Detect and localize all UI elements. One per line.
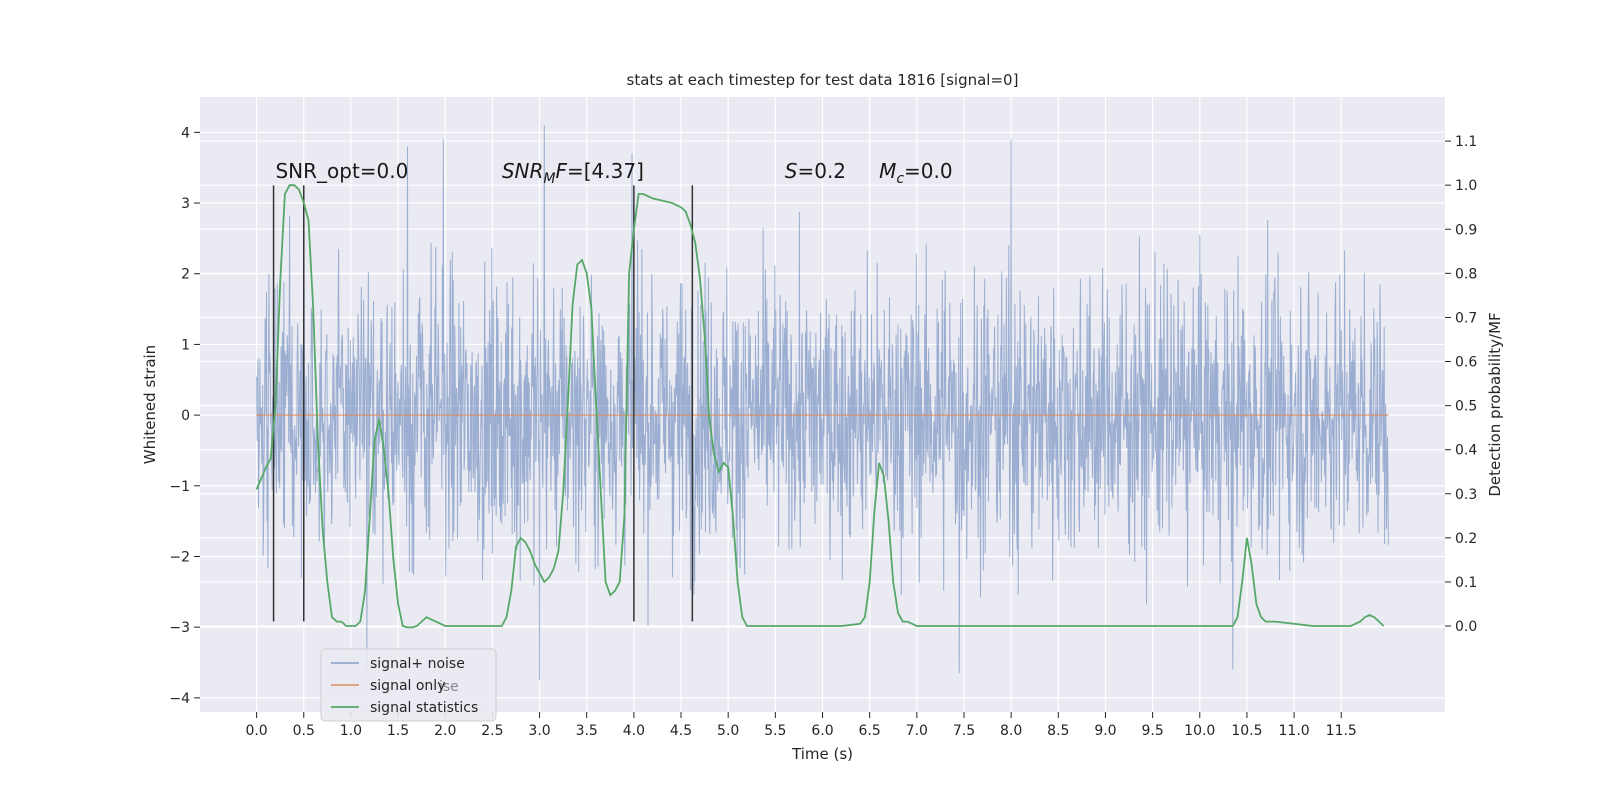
x-tick-label: 0.0 bbox=[245, 723, 267, 739]
legend-ghost-text: ise bbox=[439, 679, 459, 695]
x-tick-label: 9.5 bbox=[1141, 723, 1163, 739]
legend-box bbox=[320, 648, 497, 722]
y-right-tick-label: 0.0 bbox=[1455, 619, 1477, 635]
y-left-tick-label: −1 bbox=[169, 479, 190, 495]
y-right-tick-label: 0.8 bbox=[1455, 266, 1477, 282]
noise-trace bbox=[256, 125, 1389, 681]
legend: ise signal+ noise signal only signal statis… bbox=[320, 648, 497, 722]
y-right-tick-label: 0.6 bbox=[1455, 355, 1477, 371]
x-tick-label: 6.5 bbox=[859, 723, 881, 739]
x-tick-label: 9.0 bbox=[1094, 723, 1116, 739]
x-tick-label: 7.0 bbox=[906, 723, 928, 739]
y-right-tick-label: 1.1 bbox=[1455, 134, 1477, 150]
legend-label: signal+ noise bbox=[370, 656, 465, 672]
x-tick-label: 3.0 bbox=[528, 723, 550, 739]
annotation-text: S=0.2 bbox=[785, 159, 846, 183]
legend-label: signal statistics bbox=[370, 700, 478, 716]
chart-title: stats at each timestep for test data 181… bbox=[627, 71, 1019, 89]
y-left-tick-label: −3 bbox=[169, 620, 190, 636]
x-tick-label: 1.0 bbox=[340, 723, 362, 739]
x-tick-label: 4.5 bbox=[670, 723, 692, 739]
annotation-text: Mc=0.0 bbox=[879, 159, 953, 187]
y-right-tick-label: 0.7 bbox=[1455, 310, 1477, 326]
x-tick-label: 1.5 bbox=[387, 723, 409, 739]
y-axis-left-label: Whitened strain bbox=[141, 345, 159, 464]
x-tick-label: 8.0 bbox=[1000, 723, 1022, 739]
x-tick-label: 8.5 bbox=[1047, 723, 1069, 739]
annotation-text: SNRMF=[4.37] bbox=[502, 159, 644, 187]
annotation-text: SNR_opt=0.0 bbox=[275, 159, 408, 183]
y-left-tick-label: −2 bbox=[169, 549, 190, 565]
x-tick-label: 11.0 bbox=[1279, 723, 1310, 739]
y-left-tick-label: 3 bbox=[181, 196, 190, 212]
y-right-tick-label: 0.3 bbox=[1455, 487, 1477, 503]
left-axis: −4 −3 −2 −1 0 1 2 3 4 bbox=[169, 125, 200, 707]
signal-statistics-series bbox=[255, 184, 1385, 629]
x-tick-label: 7.5 bbox=[953, 723, 975, 739]
y-right-tick-label: 0.9 bbox=[1455, 222, 1477, 238]
y-left-tick-label: 1 bbox=[181, 337, 190, 353]
x-tick-label: 4.0 bbox=[623, 723, 645, 739]
bottom-axis: 0.0 0.5 1.0 1.5 2.0 2.5 3.0 3.5 4.0 4.5 5.0 5.5 6.0 6… bbox=[245, 712, 1357, 739]
x-tick-label: 6.0 bbox=[811, 723, 833, 739]
x-tick-label: 5.0 bbox=[717, 723, 739, 739]
x-tick-label: 0.5 bbox=[293, 723, 315, 739]
x-tick-label: 2.0 bbox=[434, 723, 456, 739]
y-left-tick-label: −4 bbox=[169, 691, 190, 707]
annotations: SNR_opt=0.0 SNRMF=[4.37] S=0.2 Mc=0.0 bbox=[275, 159, 952, 187]
signal-statistics-line bbox=[255, 184, 1385, 629]
vertical-lines bbox=[272, 185, 694, 622]
x-tick-label: 3.5 bbox=[576, 723, 598, 739]
x-axis-label: Time (s) bbox=[791, 745, 853, 763]
y-right-tick-label: 0.5 bbox=[1455, 399, 1477, 415]
y-right-tick-label: 0.4 bbox=[1455, 443, 1477, 459]
right-axis: 0.0 0.1 0.2 0.3 0.4 0.5 0.6 0.7 0.8 0.9 1.0 1.1 bbox=[1445, 134, 1477, 635]
x-tick-label: 11.5 bbox=[1326, 723, 1357, 739]
y-left-tick-label: 0 bbox=[181, 408, 190, 424]
y-left-tick-label: 2 bbox=[181, 267, 190, 283]
x-tick-label: 10.5 bbox=[1231, 723, 1262, 739]
noise-series bbox=[256, 125, 1389, 681]
y-right-tick-label: 1.0 bbox=[1455, 178, 1477, 194]
y-axis-right-label: Detection probability/MF bbox=[1486, 312, 1504, 496]
x-tick-label: 5.5 bbox=[764, 723, 786, 739]
legend-label: signal only bbox=[370, 678, 445, 694]
x-tick-label: 2.5 bbox=[481, 723, 503, 739]
y-left-tick-label: 4 bbox=[181, 125, 190, 141]
y-right-tick-label: 0.2 bbox=[1455, 531, 1477, 547]
y-right-tick-label: 0.1 bbox=[1455, 575, 1477, 591]
x-tick-label: 10.0 bbox=[1184, 723, 1215, 739]
